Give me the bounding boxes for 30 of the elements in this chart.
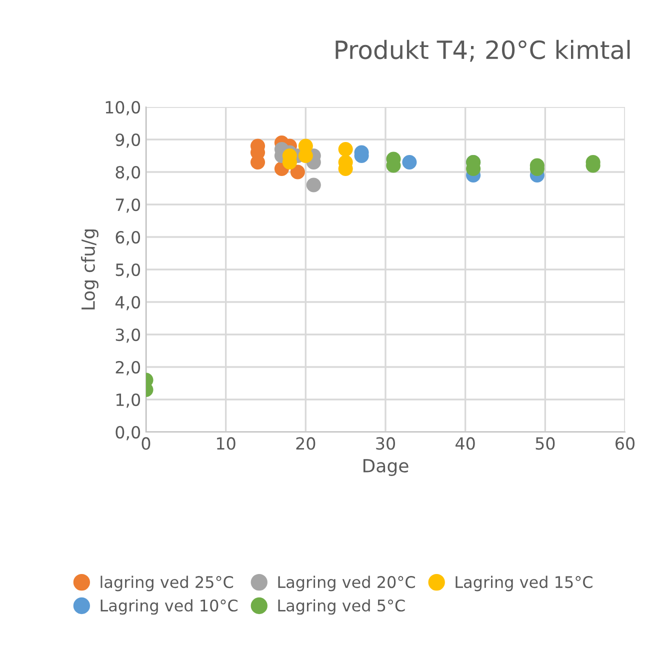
legend-label: Lagring ved 20°C — [278, 576, 415, 592]
legend-label: lagring ved 25°C — [100, 576, 234, 592]
y-tick-label: 8,0 — [116, 166, 140, 180]
point — [402, 154, 417, 170]
y-tick-label: 7,0 — [116, 198, 140, 213]
point — [338, 142, 353, 157]
y-tick-label: 5,0 — [116, 263, 140, 278]
x-tick-label: 60 — [616, 437, 634, 450]
y-tick-label: 4,0 — [115, 296, 140, 310]
legend-label: Lagring ved 5°C — [278, 599, 405, 615]
point — [290, 164, 305, 180]
x-tick-label: 40 — [456, 437, 475, 450]
legend-label: Lagring ved 15°C — [456, 576, 592, 592]
point — [306, 178, 321, 192]
y-tick-label: 9,0 — [116, 133, 140, 148]
y-tick-label: 3,0 — [116, 328, 140, 343]
y-tick-label: 2,0 — [116, 360, 140, 376]
x-tick-label: 10 — [217, 437, 236, 450]
y-tick-label: 10,0 — [106, 100, 140, 116]
y-tick-label: 0,0 — [116, 426, 140, 440]
x-tick-label: 20 — [296, 437, 316, 450]
chart-title: Produkt T4; 20°C kimtal — [336, 40, 630, 62]
y-axis-title: Log cfu/g — [81, 230, 98, 310]
x-axis-title: Dage — [364, 459, 408, 476]
x-tick-label: 0 — [142, 437, 150, 450]
legend-label: Lagring ved 10°C — [100, 599, 238, 615]
x-tick-label: 50 — [536, 437, 555, 450]
x-tick-label: 30 — [376, 437, 395, 450]
y-tick-label: 1,0 — [116, 393, 140, 408]
y-tick-label: 6,0 — [116, 230, 140, 246]
